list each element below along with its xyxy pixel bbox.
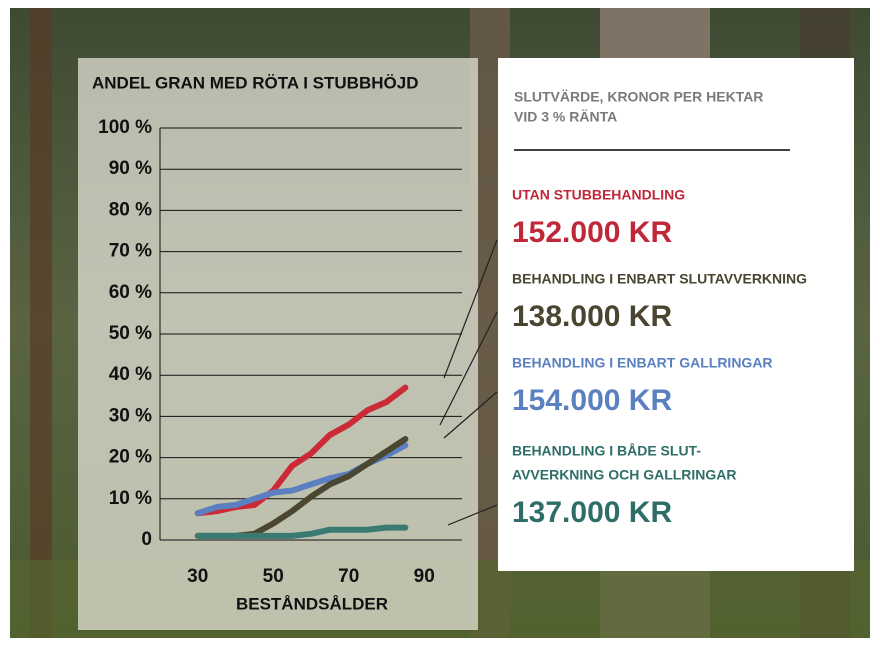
x-tick-label: 30 — [187, 566, 208, 587]
chart-title: ANDEL GRAN MED RÖTA I STUBBHÖJD — [92, 73, 418, 92]
legend-label: BEHANDLING I ENBART GALLRINGAR — [512, 355, 773, 371]
x-axis-label: BESTÅNDSÅLDER — [236, 594, 388, 613]
y-tick-label: 70 % — [109, 241, 152, 262]
y-tick-label: 80 % — [109, 199, 152, 220]
y-tick-label: 20 % — [109, 447, 152, 468]
legend-amount: 152.000 KR — [512, 216, 672, 249]
tree-trunk — [30, 8, 52, 638]
y-tick-label: 10 % — [109, 488, 152, 509]
x-tick-label: 50 — [263, 566, 284, 587]
y-tick-label: 30 % — [109, 405, 152, 426]
panel-heading: VID 3 % RÄNTA — [514, 109, 617, 125]
connector — [443, 239, 498, 379]
legend-label: UTAN STUBBEHANDLING — [512, 187, 685, 203]
panel-heading: SLUTVÄRDE, KRONOR PER HEKTAR — [514, 89, 763, 105]
legend-label: BEHANDLING I ENBART SLUTAVVERKNING — [512, 271, 807, 287]
legend-amount: 154.000 KR — [512, 384, 672, 417]
x-tick-label: 70 — [338, 566, 359, 587]
connector — [443, 391, 498, 439]
y-tick-label: 40 % — [109, 364, 152, 385]
connectors — [439, 239, 498, 526]
x-tick-label: 90 — [414, 566, 435, 587]
legend-panel — [498, 58, 854, 571]
legend-label: AVVERKNING OCH GALLRINGAR — [512, 467, 737, 483]
legend-label: BEHANDLING I BÅDE SLUT- — [512, 443, 701, 459]
legend-amount: 138.000 KR — [512, 300, 672, 333]
connector — [439, 311, 498, 426]
y-tick-label: 90 % — [109, 158, 152, 179]
y-tick-label: 50 % — [109, 323, 152, 344]
connector — [447, 504, 498, 526]
y-tick-label: 100 % — [98, 117, 152, 138]
legend-amount: 137.000 KR — [512, 496, 672, 529]
y-tick-label: 60 % — [109, 282, 152, 303]
y-tick-label: 0 — [141, 529, 152, 550]
series-line — [194, 524, 409, 539]
